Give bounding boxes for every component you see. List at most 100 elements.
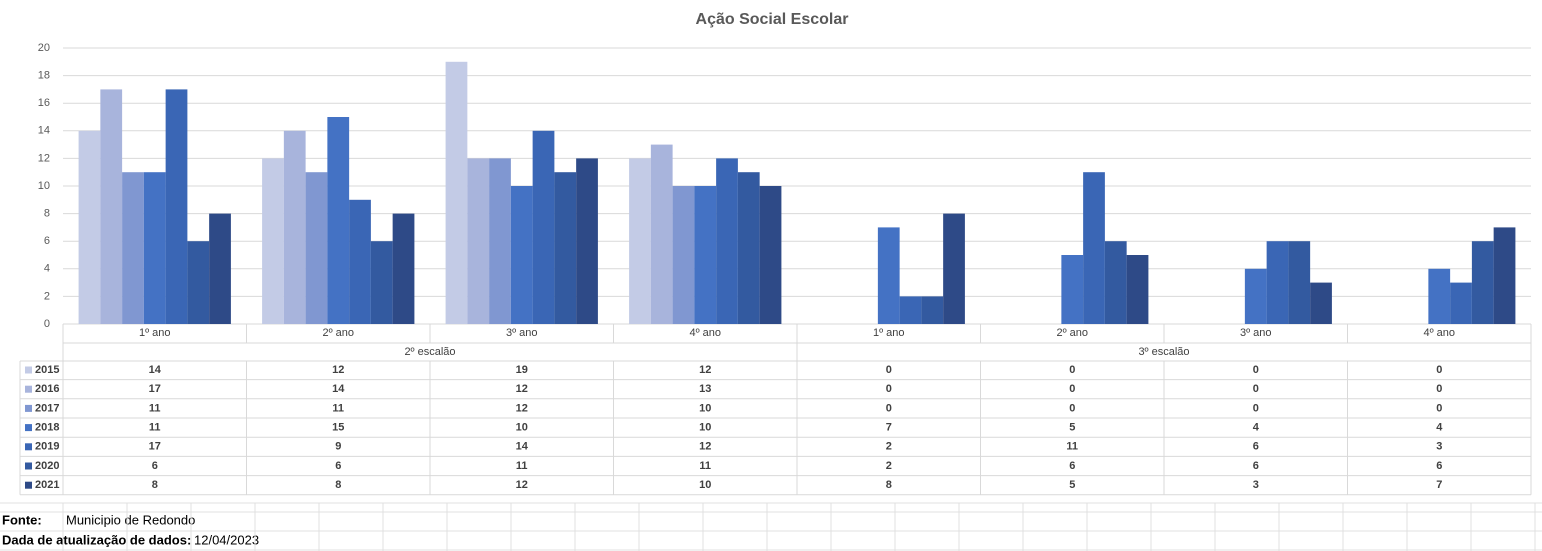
footer-value: 12/04/2023: [194, 532, 259, 547]
table-value: 11: [516, 460, 528, 472]
legend-label: 2021: [35, 479, 59, 491]
y-tick-label: 18: [38, 70, 50, 82]
table-value: 8: [335, 479, 341, 491]
table-value: 0: [1436, 364, 1442, 376]
bar: [392, 213, 415, 324]
bar: [1428, 268, 1451, 324]
table-value: 2: [886, 460, 892, 472]
bar: [554, 172, 577, 324]
table-value: 14: [516, 441, 529, 453]
legend-label: 2020: [35, 460, 59, 472]
legend-swatch: [25, 404, 32, 412]
table-value: 0: [886, 383, 892, 395]
table-value: 12: [699, 364, 711, 376]
y-tick-label: 20: [38, 42, 50, 54]
bar: [1493, 227, 1516, 324]
bar: [143, 172, 166, 324]
table-value: 17: [149, 441, 161, 453]
table-value: 13: [699, 383, 711, 395]
table-value: 6: [1253, 441, 1259, 453]
legend-swatch: [25, 462, 32, 470]
table-value: 5: [1069, 479, 1075, 491]
table-value: 14: [332, 383, 345, 395]
table-value: 0: [1069, 364, 1075, 376]
y-tick-label: 8: [44, 208, 50, 220]
table-value: 8: [886, 479, 892, 491]
y-tick-label: 12: [38, 152, 50, 164]
table-value: 9: [335, 441, 341, 453]
table-value: 0: [1069, 402, 1075, 414]
table-value: 0: [1253, 402, 1259, 414]
table-value: 14: [149, 364, 162, 376]
bar: [370, 241, 393, 324]
table-value: 12: [332, 364, 344, 376]
bar: [510, 186, 533, 324]
table-value: 0: [1253, 364, 1259, 376]
table-value: 10: [699, 402, 711, 414]
bar: [165, 89, 188, 325]
table-value: 4: [1436, 422, 1443, 434]
y-tick-label: 10: [38, 180, 50, 192]
bar: [943, 213, 965, 324]
bar: [1061, 255, 1084, 324]
legend-label: 2019: [35, 441, 59, 453]
bar: [100, 89, 123, 325]
bar: [759, 186, 782, 324]
y-tick-label: 0: [44, 318, 50, 330]
table-value: 11: [1066, 441, 1078, 453]
table-value: 6: [335, 460, 341, 472]
bar: [122, 172, 144, 324]
x-tick-label: 2º ano: [1056, 327, 1088, 339]
bar: [467, 158, 490, 324]
x-tick-label: 1º ano: [139, 327, 171, 339]
table-value: 5: [1069, 422, 1075, 434]
bar: [716, 158, 738, 324]
y-tick-label: 6: [44, 235, 50, 247]
footer-label: Fonte:: [2, 512, 42, 527]
bar: [1450, 282, 1472, 324]
legend-label: 2016: [35, 383, 59, 395]
table-value: 7: [886, 422, 892, 434]
table-value: 3: [1253, 479, 1259, 491]
table-value: 11: [149, 402, 161, 414]
x-tick-label: 4º ano: [689, 327, 721, 339]
table-value: 4: [1253, 422, 1260, 434]
x-tick-label: 4º ano: [1423, 327, 1455, 339]
table-value: 6: [152, 460, 158, 472]
x-tick-label: 1º ano: [873, 327, 905, 339]
bar: [1471, 241, 1494, 324]
bar: [650, 144, 673, 324]
group-label: 2º escalão: [404, 346, 455, 358]
table-value: 19: [516, 364, 528, 376]
table-value: 3: [1436, 441, 1442, 453]
table-value: 10: [516, 422, 528, 434]
table-value: 15: [332, 422, 344, 434]
bar: [1083, 172, 1105, 324]
bar: [445, 61, 468, 325]
bar: [187, 241, 210, 324]
bar: [327, 117, 350, 324]
bar: [1266, 241, 1289, 324]
y-tick-label: 14: [38, 125, 50, 137]
table-value: 0: [1436, 402, 1442, 414]
bar: [899, 296, 922, 324]
table-value: 12: [699, 441, 711, 453]
table-value: 2: [886, 441, 892, 453]
table-value: 8: [152, 479, 158, 491]
footer-label: Dada de atualização de dados:: [2, 532, 191, 547]
table-value: 11: [332, 402, 344, 414]
table-value: 17: [149, 383, 161, 395]
table-value: 0: [1253, 383, 1259, 395]
table-value: 10: [699, 422, 711, 434]
bar: [305, 172, 328, 324]
table-value: 0: [886, 402, 892, 414]
table-value: 6: [1253, 460, 1259, 472]
bar: [694, 186, 717, 324]
bar: [1126, 255, 1149, 324]
table-value: 6: [1436, 460, 1442, 472]
bar: [532, 130, 555, 324]
bar: [877, 227, 900, 324]
bar: [576, 158, 598, 324]
